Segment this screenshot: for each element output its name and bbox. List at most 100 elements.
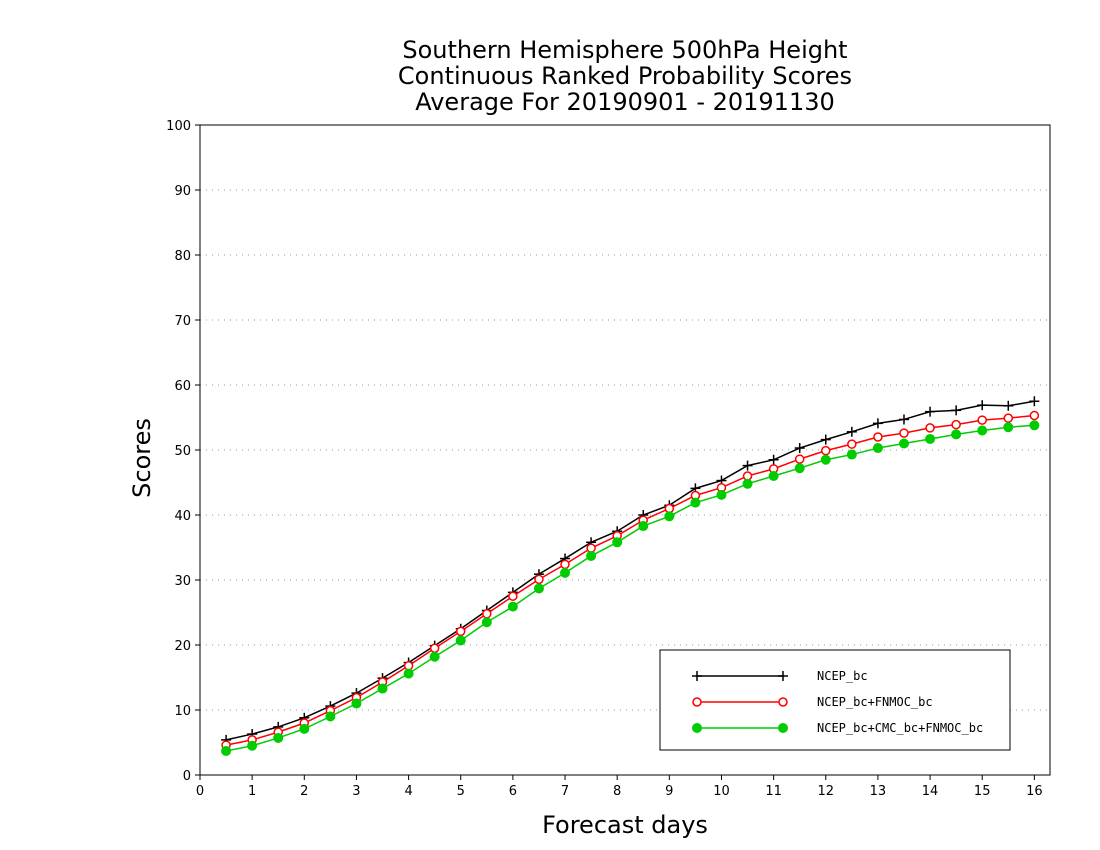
x-tick-label: 6	[509, 784, 517, 799]
data-point	[873, 432, 883, 442]
data-point	[638, 521, 649, 532]
data-point	[533, 583, 544, 594]
data-point	[768, 471, 779, 481]
data-point	[742, 478, 753, 489]
data-point	[716, 489, 727, 500]
data-point	[846, 426, 857, 437]
legend-marker	[692, 671, 702, 681]
x-tick-label: 7	[561, 784, 569, 799]
chart-title-line: Average For 20190901 - 20191130	[415, 88, 835, 116]
y-tick-label: 100	[166, 119, 191, 134]
x-tick-label: 12	[817, 784, 834, 799]
data-point	[273, 732, 284, 743]
data-point	[482, 609, 492, 619]
series-2	[221, 420, 1040, 756]
data-point	[925, 423, 935, 433]
data-point	[664, 511, 675, 522]
x-tick-label: 10	[713, 784, 730, 799]
data-point	[977, 415, 987, 425]
data-point	[377, 683, 388, 694]
chart-title-line: Continuous Ranked Probability Scores	[398, 62, 852, 90]
data-point	[534, 574, 544, 585]
data-point	[221, 745, 232, 756]
data-point	[872, 443, 883, 454]
x-tick-label: 4	[404, 784, 412, 799]
data-point	[898, 414, 909, 425]
y-tick-label: 70	[174, 314, 191, 329]
legend-marker	[692, 697, 702, 707]
data-point	[821, 445, 831, 456]
data-point	[325, 711, 336, 722]
x-axis-label: Forecast days	[542, 811, 708, 839]
x-tick-label: 0	[196, 784, 204, 799]
data-point	[768, 454, 779, 465]
data-point	[1029, 396, 1040, 407]
data-point	[925, 406, 936, 417]
x-tick-label: 11	[765, 784, 782, 799]
data-point	[899, 428, 909, 438]
data-point	[820, 434, 831, 445]
data-point	[481, 617, 492, 628]
x-tick-label: 1	[248, 784, 256, 799]
data-point	[508, 591, 518, 601]
chart-title: Southern Hemisphere 500hPa HeightContinu…	[398, 36, 852, 116]
legend-marker	[778, 671, 788, 681]
legend-label: NCEP_bc+CMC_bc+FNMOC_bc	[817, 721, 983, 735]
data-point	[612, 537, 623, 548]
data-point	[847, 439, 857, 449]
data-point	[560, 567, 571, 578]
data-point	[507, 601, 518, 612]
legend-marker	[778, 723, 788, 733]
x-tick-label: 8	[613, 784, 621, 799]
y-tick-label: 20	[174, 639, 191, 654]
y-tick-label: 60	[174, 379, 191, 394]
x-tick-label: 2	[300, 784, 308, 799]
data-point	[690, 497, 701, 508]
x-tick-label: 13	[870, 784, 887, 799]
data-point	[794, 454, 805, 464]
data-point	[455, 635, 466, 646]
data-point	[846, 449, 857, 460]
data-point	[794, 443, 805, 454]
data-point	[429, 643, 440, 653]
x-tick-label: 15	[974, 784, 991, 799]
y-axis-label: Scores	[128, 418, 156, 498]
data-point	[1003, 422, 1014, 433]
x-tick-label: 5	[457, 784, 465, 799]
legend-marker	[778, 697, 788, 707]
legend-box	[659, 649, 1011, 751]
data-point	[872, 418, 883, 429]
data-point	[455, 626, 466, 637]
data-point	[951, 429, 962, 440]
data-point	[247, 740, 258, 751]
x-tick-label: 3	[352, 784, 360, 799]
y-tick-label: 30	[174, 574, 191, 589]
chart-title-line: Southern Hemisphere 500hPa Height	[402, 36, 847, 64]
data-point	[403, 668, 414, 679]
data-point	[429, 651, 440, 662]
data-point	[898, 438, 909, 449]
y-tick-label: 80	[174, 249, 191, 264]
y-tick-label: 10	[174, 704, 191, 719]
data-point	[1003, 400, 1014, 411]
data-point	[977, 425, 988, 436]
data-point	[1003, 413, 1014, 423]
gridlines	[200, 189, 1050, 711]
legend: NCEP_bc NCEP_bc+FNMOC_bc NCEP_bc+CMC_bc+FN…	[659, 649, 1011, 751]
data-point	[1029, 410, 1040, 421]
x-tick-label: 9	[665, 784, 673, 799]
data-point	[1029, 420, 1040, 431]
y-tick-label: 90	[174, 184, 191, 199]
y-tick-label: 50	[174, 444, 191, 459]
x-tick-label: 14	[922, 784, 939, 799]
data-point	[794, 463, 805, 474]
data-point	[351, 698, 362, 709]
data-point	[820, 454, 831, 465]
x-tick-label: 16	[1026, 784, 1043, 799]
legend-label: NCEP_bc+FNMOC_bc	[817, 695, 933, 709]
data-point	[560, 559, 570, 570]
data-point	[925, 433, 936, 444]
series-layer	[221, 396, 1040, 756]
